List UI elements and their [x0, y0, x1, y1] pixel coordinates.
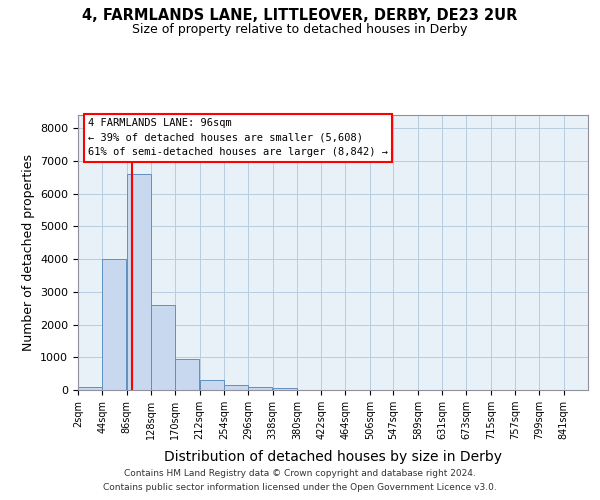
Text: Contains public sector information licensed under the Open Government Licence v3: Contains public sector information licen…: [103, 484, 497, 492]
Text: 4 FARMLANDS LANE: 96sqm
← 39% of detached houses are smaller (5,608)
61% of semi: 4 FARMLANDS LANE: 96sqm ← 39% of detache…: [88, 118, 388, 158]
Text: 4, FARMLANDS LANE, LITTLEOVER, DERBY, DE23 2UR: 4, FARMLANDS LANE, LITTLEOVER, DERBY, DE…: [82, 8, 518, 22]
Bar: [127, 174, 151, 390]
Text: Size of property relative to detached houses in Derby: Size of property relative to detached ho…: [133, 22, 467, 36]
Bar: [224, 385, 248, 390]
Bar: [272, 388, 296, 390]
Bar: [175, 359, 199, 390]
X-axis label: Distribution of detached houses by size in Derby: Distribution of detached houses by size …: [164, 450, 502, 464]
Bar: [200, 380, 224, 390]
Bar: [248, 386, 272, 390]
Y-axis label: Number of detached properties: Number of detached properties: [22, 154, 35, 351]
Text: Contains HM Land Registry data © Crown copyright and database right 2024.: Contains HM Land Registry data © Crown c…: [124, 468, 476, 477]
Bar: [151, 305, 175, 390]
Bar: [103, 259, 127, 390]
Bar: [78, 386, 102, 390]
